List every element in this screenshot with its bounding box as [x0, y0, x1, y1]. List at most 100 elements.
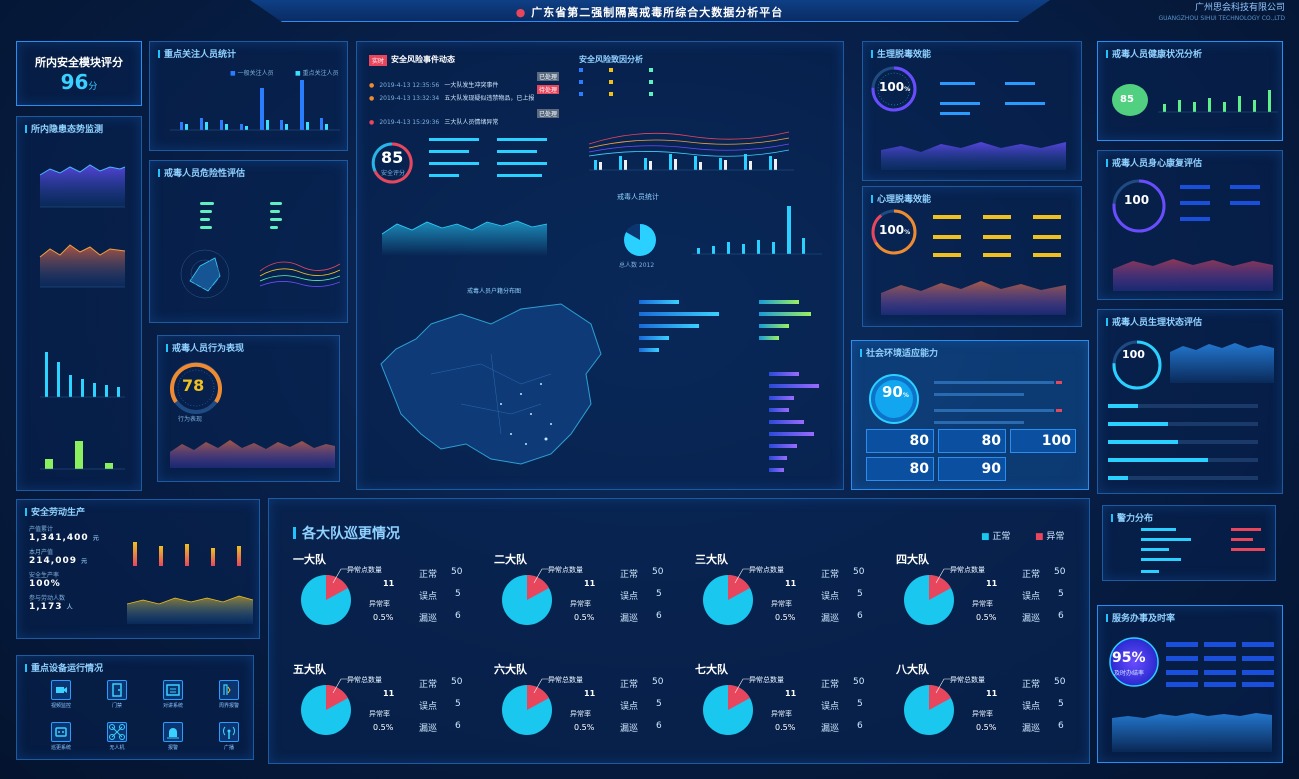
- health-title: 戒毒人员健康状况分析: [1106, 47, 1202, 60]
- social-panel: 社会环境适应能力 90% 80 80 100 80 90: [851, 340, 1089, 490]
- safety-score-value: 96分: [60, 70, 98, 94]
- perimeter-alarm-icon[interactable]: [219, 680, 239, 700]
- abn-rate-value: 0.5%: [976, 613, 997, 622]
- production-title: 安全劳动生产: [25, 505, 85, 518]
- team-pie: [703, 574, 753, 625]
- abn-rate-value: 0.5%: [574, 613, 595, 622]
- abn-rate-value: 0.5%: [775, 613, 796, 622]
- power-bars: [1141, 528, 1265, 573]
- normal-value: 50: [652, 677, 664, 687]
- patrol-team-card[interactable]: 五大队 异常总数量 11 异常率 0.5% 正常 50 误点 5 漏巡 6: [293, 661, 483, 761]
- physical-value: 100: [1122, 348, 1145, 361]
- mind-ring: [1112, 179, 1166, 233]
- behavior-gauge: [170, 362, 222, 414]
- miss-label: 漏巡: [419, 614, 438, 624]
- production-area: [126, 595, 254, 624]
- alarm-light-icon[interactable]: [163, 722, 183, 742]
- patrol-team-card[interactable]: 八大队 异常总数量 11 异常率 0.5% 正常 50 误点 5 漏巡 6: [896, 661, 1086, 761]
- intercom-icon[interactable]: [163, 680, 183, 700]
- production-value: 100%: [29, 579, 61, 589]
- abn-count-value: 11: [785, 689, 797, 698]
- team-name: 四大队: [896, 553, 929, 566]
- team-pie: [301, 574, 351, 625]
- behavior-title: 戒毒人员行为表现: [166, 341, 244, 354]
- wrong-label: 误点: [419, 592, 438, 602]
- event-status-badge: 已处理: [536, 109, 559, 118]
- health-bars: [1158, 90, 1278, 113]
- team-pie: [904, 684, 954, 735]
- device-label: 对讲系统: [162, 703, 183, 709]
- patrol-team-card[interactable]: 三大队 异常点数量 11 异常率 0.5% 正常 50 误点 5 漏巡 6: [695, 551, 885, 651]
- behavior-gauge-label: 行为表现: [178, 416, 203, 423]
- patrol-team-card[interactable]: 一大队 异常点数量 11 异常率 0.5% 正常 50 误点 5 漏巡 6: [293, 551, 483, 651]
- device-label: 视频监控: [50, 703, 71, 709]
- miss-label: 漏巡: [620, 614, 639, 624]
- physical-progress: [1108, 404, 1258, 480]
- social-score-card: 100: [1010, 429, 1076, 453]
- miss-value: 6: [455, 721, 461, 731]
- abn-count-value: 11: [584, 689, 596, 698]
- team-name: 三大队: [695, 553, 728, 566]
- device-label: 门禁: [111, 703, 122, 709]
- wrong-value: 5: [857, 589, 863, 599]
- patrol-robot-icon[interactable]: [51, 722, 71, 742]
- production-panel: 安全劳动生产 产值累计 1,341,400 元 本月产值 214,009 元 安…: [16, 499, 260, 639]
- abn-count-label: 异常总数量: [548, 676, 583, 684]
- normal-value: 50: [451, 567, 463, 577]
- camera-icon[interactable]: [51, 680, 71, 700]
- team-name: 八大队: [896, 663, 929, 676]
- abn-count-value: 11: [986, 689, 998, 698]
- team-name: 二大队: [494, 553, 527, 566]
- event-row[interactable]: ● 2019-4-13 13:32:34 五大队发现疑似违禁物品，已上报 待处理: [369, 85, 559, 102]
- abn-rate-label: 异常率: [570, 600, 591, 608]
- patrol-legend-abnormal: ■ 异常: [1035, 532, 1065, 542]
- events-list: ● 2019-4-13 12:35:56 一大队发生冲突事件 已处理 ● 201…: [369, 72, 559, 126]
- handling-grid: [1166, 642, 1274, 687]
- abn-count-value: 11: [986, 579, 998, 588]
- handling-title: 服务办事及时率: [1106, 611, 1175, 624]
- emblem-icon: ●: [515, 6, 527, 19]
- patrol-team-card[interactable]: 六大队 异常总数量 11 异常率 0.5% 正常 50 误点 5 漏巡 6: [494, 661, 684, 761]
- event-status-badge: 待处理: [536, 85, 559, 94]
- physio-area: [881, 142, 1066, 170]
- patrol-team-card[interactable]: 二大队 异常点数量 11 异常率 0.5% 正常 50 误点 5 漏巡 6: [494, 551, 684, 651]
- safety-score-title: 所内安全模块评分: [35, 56, 123, 69]
- door-icon[interactable]: [107, 680, 127, 700]
- abn-rate-value: 0.5%: [574, 723, 595, 732]
- focus-bar-chart: [170, 80, 340, 131]
- event-row[interactable]: ● 2019-4-13 15:29:36 三大队人员情绪异常 已处理: [369, 109, 559, 126]
- team-pie-leader: [332, 568, 357, 584]
- event-row[interactable]: ● 2019-4-13 12:35:56 一大队发生冲突事件 已处理: [369, 72, 559, 89]
- normal-value: 50: [853, 567, 865, 577]
- devices-panel: 重点设备运行情况 视频监控 门禁 对讲系统 周界报警 巡更系统 无人机 报警 广…: [16, 655, 254, 760]
- physio-value: 100%: [879, 80, 911, 94]
- miss-label: 漏巡: [1022, 614, 1041, 624]
- behavior-wave: [170, 440, 335, 468]
- physical-ring: [1112, 340, 1162, 390]
- focus-legend-2: ■ 重点关注人员: [295, 70, 339, 77]
- drone-icon[interactable]: [107, 722, 127, 742]
- abn-count-value: 11: [383, 579, 395, 588]
- wrong-value: 5: [857, 699, 863, 709]
- team-pie: [301, 684, 351, 735]
- team-pie-leader: [935, 678, 960, 694]
- production-value: 1,173 人: [29, 602, 74, 612]
- event-status-badge: 已处理: [536, 72, 559, 81]
- china-map: [380, 303, 602, 465]
- physio-panel: 生理脱毒效能 100%: [862, 41, 1082, 181]
- physio-ring: [871, 66, 917, 112]
- social-score-card: 80: [866, 429, 934, 453]
- patrol-team-card[interactable]: 四大队 异常点数量 11 异常率 0.5% 正常 50 误点 5 漏巡 6: [896, 551, 1086, 651]
- device-label: 巡更系统: [50, 745, 71, 751]
- broadcast-icon[interactable]: [219, 722, 239, 742]
- focus-stats-title: 重点关注人员统计: [158, 47, 236, 60]
- normal-label: 正常: [620, 680, 639, 690]
- map-title: 戒毒人员户籍分布图: [467, 288, 522, 295]
- social-title: 社会环境适应能力: [860, 346, 938, 359]
- abn-count-value: 11: [584, 579, 596, 588]
- patrol-team-card[interactable]: 七大队 异常总数量 11 异常率 0.5% 正常 50 误点 5 漏巡 6: [695, 661, 885, 761]
- handling-area: [1112, 713, 1272, 752]
- miss-value: 6: [455, 611, 461, 621]
- behavior-panel: 戒毒人员行为表现 78 行为表现: [157, 335, 340, 482]
